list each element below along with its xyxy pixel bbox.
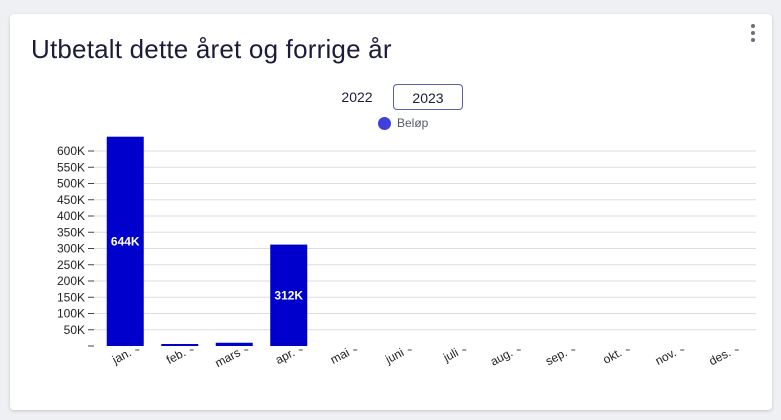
chart-legend[interactable]: Beløp xyxy=(378,115,428,131)
year-2023-button[interactable]: 2023 xyxy=(393,84,463,110)
x-tick-label: nov. xyxy=(653,345,679,368)
x-tick-label: mai xyxy=(328,345,352,366)
legend-dot xyxy=(378,116,391,130)
x-tick-label: des. xyxy=(707,345,734,368)
bar xyxy=(161,344,199,346)
x-tick-label: aug. xyxy=(488,345,515,368)
x-tick-label: feb. xyxy=(164,345,188,367)
bar xyxy=(270,244,308,346)
y-tick-label: 150K xyxy=(57,290,85,304)
y-tick-label: 300K xyxy=(57,242,85,256)
year-2022-button[interactable]: 2022 xyxy=(341,89,373,105)
x-tick-label: apr. xyxy=(273,345,297,367)
y-tick-label: 50K xyxy=(64,323,85,337)
y-tick-label: 350K xyxy=(57,225,85,239)
y-tick-label: 500K xyxy=(57,177,85,191)
bar-data-label: 644K xyxy=(111,234,140,248)
bar xyxy=(106,136,144,346)
y-tick-label: 450K xyxy=(57,193,85,207)
more-options-icon[interactable] xyxy=(748,24,758,46)
legend-label: Beløp xyxy=(397,116,429,130)
x-tick-label: okt. xyxy=(601,345,625,366)
card-title: Utbetalt dette året og forrige år xyxy=(31,34,392,64)
bar xyxy=(215,342,253,346)
y-tick-label: 550K xyxy=(57,160,85,174)
y-tick-label: 250K xyxy=(57,258,85,272)
x-tick-label: sep. xyxy=(543,345,570,368)
x-tick-label: jan. xyxy=(109,345,134,367)
x-tick-label: juli xyxy=(440,345,460,365)
y-tick-label: 400K xyxy=(57,209,85,223)
y-tick-label: 200K xyxy=(57,274,85,288)
y-tick-label: 100K xyxy=(57,307,85,321)
x-tick-label: mars xyxy=(213,345,243,370)
x-tick-label: juni xyxy=(382,345,406,367)
y-tick-label: 600K xyxy=(57,144,85,158)
bar-data-label: 312K xyxy=(274,288,303,302)
